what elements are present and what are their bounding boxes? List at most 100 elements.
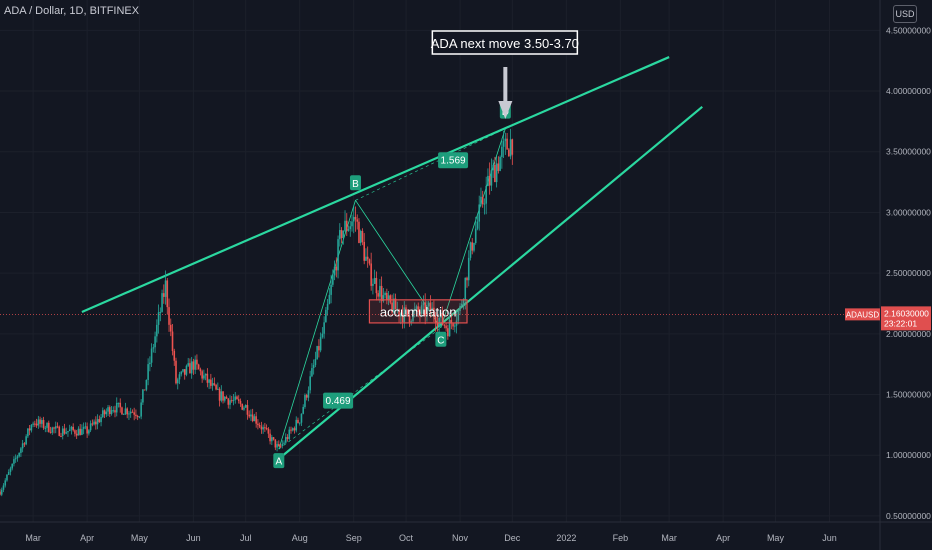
candle xyxy=(487,168,489,187)
candle xyxy=(483,198,486,215)
candle-body xyxy=(274,439,277,448)
candle-body xyxy=(401,313,404,323)
candle xyxy=(384,291,386,299)
candle-body xyxy=(448,319,451,337)
candle xyxy=(427,300,430,311)
candle-body xyxy=(499,156,501,171)
candle xyxy=(157,304,160,334)
candle xyxy=(75,429,78,439)
candle xyxy=(354,206,357,232)
candle-body xyxy=(508,149,510,157)
candle xyxy=(269,429,271,445)
candle xyxy=(2,483,5,493)
candle-body xyxy=(89,423,92,431)
candle-body xyxy=(359,230,362,243)
candle xyxy=(79,424,81,436)
candle-body xyxy=(408,315,411,323)
candle xyxy=(121,406,123,415)
candle-body xyxy=(443,324,446,326)
currency-button[interactable]: USD xyxy=(893,5,917,23)
candle-body xyxy=(379,285,381,297)
candle xyxy=(206,368,209,388)
candle xyxy=(403,301,406,329)
candle xyxy=(131,409,134,413)
candle xyxy=(326,299,329,316)
candle xyxy=(316,345,318,360)
candle xyxy=(291,427,294,432)
candle-body xyxy=(255,416,257,424)
candle-body xyxy=(194,359,196,370)
candle xyxy=(358,218,360,244)
candle-body xyxy=(41,420,43,424)
candle-body xyxy=(60,435,62,437)
candle xyxy=(93,419,95,426)
candle-body xyxy=(384,292,386,296)
candle-body xyxy=(2,485,5,490)
candle-body xyxy=(459,305,461,312)
candle xyxy=(319,332,322,353)
candle xyxy=(279,443,282,448)
candle-body xyxy=(129,411,132,414)
candle-body xyxy=(481,196,484,205)
candle-body xyxy=(131,411,134,413)
candle-body xyxy=(210,379,212,386)
candle-body xyxy=(246,405,249,415)
candle-body xyxy=(410,321,413,323)
candle xyxy=(323,316,325,339)
candle xyxy=(445,322,447,332)
candle-body xyxy=(161,293,163,312)
candle xyxy=(447,324,449,340)
candle-body xyxy=(147,364,149,380)
candle xyxy=(211,377,214,391)
candle-body xyxy=(126,408,129,415)
candle xyxy=(70,425,73,435)
candle-body xyxy=(230,400,233,402)
candle xyxy=(420,301,423,318)
candle-body xyxy=(386,292,388,300)
candle xyxy=(53,426,55,434)
candle-body xyxy=(267,428,270,434)
candle xyxy=(460,299,463,308)
candle-body xyxy=(180,371,183,375)
candle-body xyxy=(0,489,3,495)
candle-body xyxy=(138,416,141,418)
candle-body xyxy=(368,259,371,264)
candle xyxy=(166,277,169,315)
candle xyxy=(300,413,303,427)
x-tick-label: Apr xyxy=(716,533,730,543)
candle-body xyxy=(286,437,289,439)
candle-body xyxy=(495,163,498,183)
callout-frame xyxy=(431,30,579,55)
candle-body xyxy=(110,410,113,414)
x-tick-label: Dec xyxy=(504,533,521,543)
candle-body xyxy=(370,263,372,286)
candle xyxy=(227,397,230,409)
candle-body xyxy=(65,432,68,434)
candle xyxy=(511,138,514,165)
candle-body xyxy=(295,419,298,431)
candle xyxy=(159,307,162,322)
candle-body xyxy=(211,383,214,386)
candle-body xyxy=(152,347,155,349)
candle-body xyxy=(264,427,266,429)
candle-body xyxy=(332,275,334,285)
candle xyxy=(433,300,435,323)
candle-body xyxy=(6,474,8,481)
candle xyxy=(509,128,512,160)
candle xyxy=(234,391,237,404)
candle xyxy=(18,452,20,458)
candle xyxy=(138,416,141,419)
candle-body xyxy=(480,196,482,205)
candle-body xyxy=(304,395,306,407)
price-tag-value: 2.16030000 xyxy=(884,308,929,318)
candle-body xyxy=(93,421,95,425)
candle xyxy=(105,408,108,418)
candle xyxy=(180,370,183,377)
candle xyxy=(39,416,41,428)
candle-body xyxy=(218,388,221,401)
candle-body xyxy=(262,427,264,430)
candle-body xyxy=(115,402,118,413)
candle-body xyxy=(122,413,125,415)
x-tick-label: Mar xyxy=(661,533,677,543)
